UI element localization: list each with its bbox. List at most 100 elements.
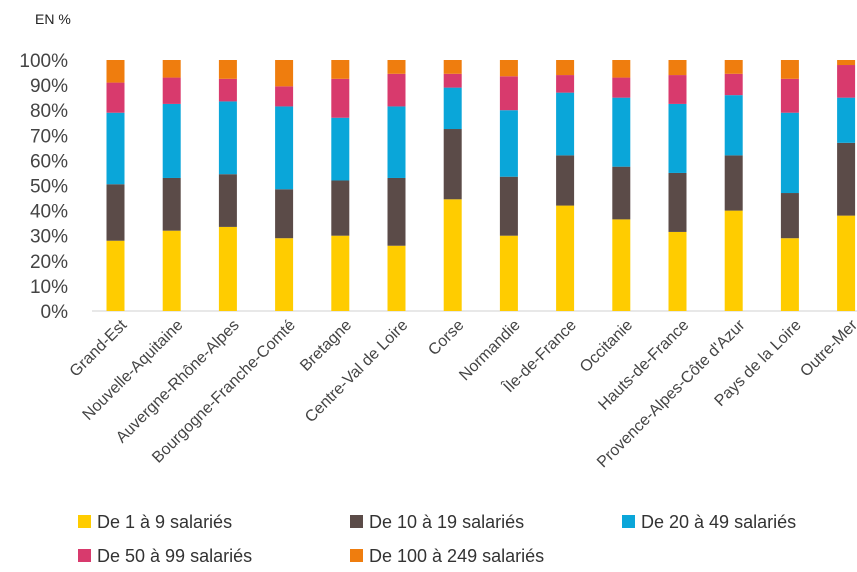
legend-swatch xyxy=(350,549,363,562)
bar-segment xyxy=(106,112,125,185)
bar-segment xyxy=(162,230,181,311)
bar-segment xyxy=(218,60,237,79)
bar-segment xyxy=(275,238,294,311)
bar-segment xyxy=(387,106,406,178)
legend: De 1 à 9 salariés De 10 à 19 salariés De 2… xyxy=(78,512,796,566)
bar-segment xyxy=(837,65,856,98)
bar-segment xyxy=(162,103,181,178)
bar-segment xyxy=(837,97,856,143)
bar-segment xyxy=(162,177,181,231)
bar-segment xyxy=(612,77,631,98)
bar-segment xyxy=(556,155,575,206)
legend-swatch xyxy=(622,515,635,528)
bar-segment xyxy=(556,75,575,93)
bar-segment xyxy=(724,210,743,311)
legend-label: De 1 à 9 salariés xyxy=(97,512,232,532)
bar-segment xyxy=(780,78,799,113)
bar-segment xyxy=(443,129,462,200)
bar-segment xyxy=(499,76,518,111)
bar-segment xyxy=(837,215,856,311)
y-tick-label: 100% xyxy=(19,51,68,72)
x-category-label: Occitanie xyxy=(577,317,636,376)
legend-label: De 20 à 49 salariés xyxy=(641,512,796,532)
bar-segment xyxy=(275,189,294,239)
bar-segment xyxy=(612,97,631,167)
bar-segment xyxy=(780,60,799,79)
bar-segment xyxy=(331,180,350,236)
bar-segment xyxy=(668,75,687,104)
bar-segment xyxy=(837,60,856,66)
bar-segment xyxy=(275,86,294,107)
bar-segment xyxy=(106,184,125,241)
y-tick-label: 30% xyxy=(30,227,68,248)
y-axis: 0% 10% 20% 30% 40% 50% 60% 70% 80% 90% 100% xyxy=(19,51,68,323)
bar-segment xyxy=(218,78,237,102)
x-category-label: Corse xyxy=(425,317,467,359)
bar-segment xyxy=(218,174,237,227)
bar-segment xyxy=(331,235,350,311)
x-category-label: Centre-Val de Loire xyxy=(302,317,411,426)
bar-segment xyxy=(668,172,687,232)
bar-segment xyxy=(387,73,406,107)
legend-label: De 10 à 19 salariés xyxy=(369,512,524,532)
y-tick-label: 20% xyxy=(30,252,68,273)
bar-segment xyxy=(331,78,350,118)
y-tick-label: 80% xyxy=(30,101,68,122)
bar-segment xyxy=(218,101,237,175)
bar-segment xyxy=(612,60,631,78)
legend-label: De 50 à 99 salariés xyxy=(97,546,252,566)
bar-segment xyxy=(668,103,687,173)
bar-segment xyxy=(724,155,743,211)
bar-segment xyxy=(499,60,518,77)
bar-segment xyxy=(499,176,518,236)
bar-segment xyxy=(387,177,406,246)
bar-segment xyxy=(275,60,294,87)
bar-segment xyxy=(275,106,294,190)
y-tick-label: 40% xyxy=(30,202,68,223)
bar-segment xyxy=(387,245,406,311)
bar-segment xyxy=(724,73,743,96)
bar-segment xyxy=(724,95,743,156)
legend-swatch xyxy=(350,515,363,528)
y-tick-label: 60% xyxy=(30,151,68,172)
bar-segment xyxy=(162,60,181,78)
legend-swatch xyxy=(78,515,91,528)
y-tick-label: 90% xyxy=(30,76,68,97)
bar-segment xyxy=(162,77,181,104)
x-category-label: Bretagne xyxy=(297,317,355,375)
bar-segment xyxy=(106,60,125,83)
y-tick-label: 10% xyxy=(30,277,68,298)
bar-segment xyxy=(106,240,125,311)
bar-segment xyxy=(724,60,743,74)
bar-segment xyxy=(612,219,631,311)
bar-segment xyxy=(499,110,518,177)
bars-group xyxy=(106,60,856,311)
y-tick-label: 50% xyxy=(30,177,68,198)
y-tick-label: 0% xyxy=(41,302,69,323)
y-tick-label: 70% xyxy=(30,126,68,147)
bar-segment xyxy=(218,226,237,311)
legend-label: De 100 à 249 salariés xyxy=(369,546,544,566)
x-category-label: Nouvelle-Aquitaine xyxy=(80,317,187,424)
bar-segment xyxy=(443,87,462,130)
bar-segment xyxy=(780,238,799,311)
bar-segment xyxy=(837,142,856,216)
bar-segment xyxy=(331,117,350,181)
legend-swatch xyxy=(78,549,91,562)
unit-label: EN % xyxy=(35,11,71,27)
bar-segment xyxy=(556,92,575,156)
bar-segment xyxy=(556,205,575,311)
bar-segment xyxy=(387,60,406,74)
bar-segment xyxy=(612,166,631,220)
bar-segment xyxy=(556,60,575,76)
bar-segment xyxy=(668,231,687,311)
bar-segment xyxy=(499,235,518,311)
bar-segment xyxy=(443,199,462,311)
x-axis-labels: Grand-EstNouvelle-AquitaineAuvergne-Rhôn… xyxy=(67,315,857,471)
bar-segment xyxy=(780,112,799,194)
bar-segment xyxy=(331,60,350,79)
bar-segment xyxy=(668,60,687,76)
bar-segment xyxy=(443,60,462,74)
bar-segment xyxy=(106,82,125,113)
